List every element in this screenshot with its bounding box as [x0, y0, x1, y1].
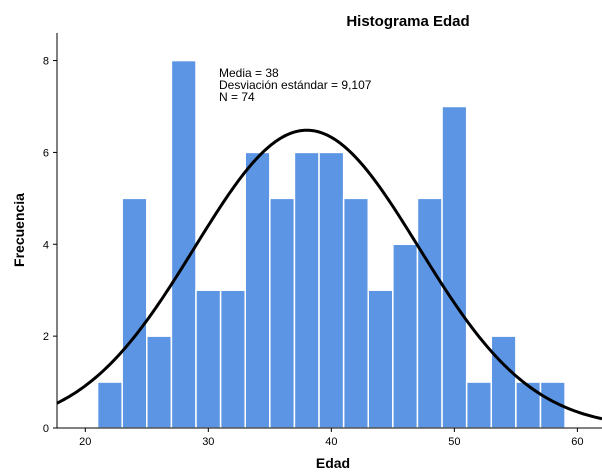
- stats-n: N = 74: [219, 90, 255, 104]
- x-axis-title: Edad: [316, 455, 350, 471]
- histogram-bar: [465, 381, 493, 429]
- histogram-bar: [146, 335, 173, 429]
- y-tick-label: 0: [43, 423, 49, 435]
- x-tick-label: 50: [448, 436, 460, 448]
- histogram-bar: [515, 381, 542, 429]
- bars-group: [96, 59, 566, 429]
- x-tick-label: 60: [571, 436, 583, 448]
- histogram-bar: [318, 151, 345, 429]
- histogram-bar: [490, 335, 517, 429]
- histogram-bar: [244, 151, 271, 429]
- y-tick-label: 2: [43, 331, 49, 343]
- stats-annotation: Media = 38 Desviación estándar = 9,107 N…: [219, 66, 372, 104]
- histogram-bar: [170, 59, 197, 429]
- stats-sd: Desviación estándar = 9,107: [219, 78, 372, 92]
- chart-title: Histograma Edad: [346, 13, 469, 30]
- y-tick-label: 4: [43, 239, 49, 251]
- x-tick-label: 40: [325, 436, 337, 448]
- x-tick-label: 20: [79, 436, 91, 448]
- histogram-bar: [293, 151, 320, 429]
- histogram-bar: [195, 289, 222, 429]
- histogram-bar: [367, 289, 394, 429]
- y-tick-label: 8: [43, 56, 49, 68]
- histogram-bar: [121, 197, 148, 429]
- normal-curve: [56, 128, 602, 421]
- y-axis-title: Frecuencia: [11, 193, 27, 267]
- x-tick-label: 30: [202, 436, 214, 448]
- histogram-bar: [269, 197, 296, 429]
- x-ticks: 20 30 40 50 60: [79, 428, 584, 448]
- histogram-bar: [441, 105, 468, 429]
- y-ticks: 0 2 4 6 8: [43, 56, 57, 435]
- histogram-bar: [416, 197, 443, 429]
- stats-mean: Media = 38: [219, 66, 279, 80]
- histogram-bar: [392, 243, 419, 429]
- histogram-bar: [219, 289, 246, 429]
- y-tick-label: 6: [43, 147, 49, 159]
- histogram-bar: [96, 381, 123, 429]
- histogram-bar: [342, 197, 370, 429]
